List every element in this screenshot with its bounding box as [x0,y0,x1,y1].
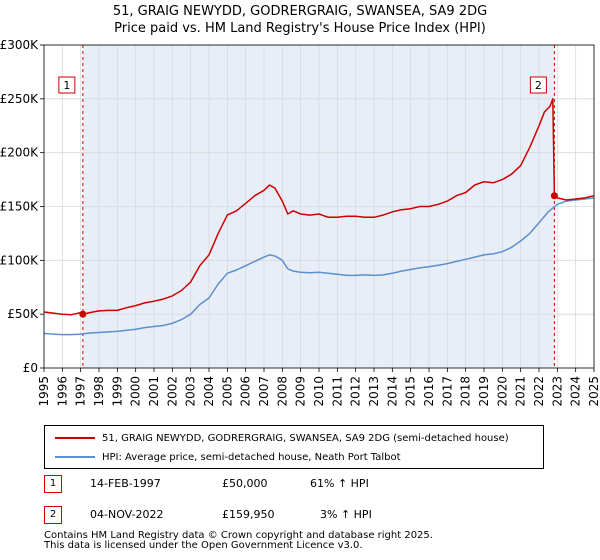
x-tick-label: 1998 [92,376,106,407]
x-tick-label: 2005 [220,376,234,407]
x-tick-label: 1996 [55,376,69,407]
sale-annotation-box [529,76,547,94]
y-axis: £0 £50K £100K £150K £200K £250K £300K [0,38,44,375]
hpi-line [43,197,595,336]
price-chart: 51, GRAIG NEWYDD, GODRERGRAIG, SWANSEA, … [0,4,600,407]
x-tick-label: 2004 [202,376,216,407]
y-tick-label: £200K [0,146,39,160]
footer: Contains HM Land Registry data © Crown c… [44,531,594,551]
sale-date: 04-NOV-2022 [90,508,164,521]
footer-line-licence: This data is licensed under the Open Gov… [44,540,363,551]
sale-marker-label: 2 [44,506,62,524]
x-tick-label: 2010 [312,376,326,407]
sale-point-2 [550,192,558,200]
x-tick-label: 2007 [257,376,271,407]
x-tick-label: 2001 [147,376,161,407]
x-tick-label: 2012 [349,376,363,407]
x-tick-label: 2011 [330,376,344,407]
sale-point-1 [79,310,87,318]
x-tick-label: 2016 [422,376,436,407]
x-tick-label: 2020 [495,376,509,407]
sale-marker-label: 1 [44,475,62,493]
legend-line-hpi [55,456,95,458]
x-tick-label: 2000 [129,376,143,407]
legend-item-property: 51, GRAIG NEWYDD, GODRERGRAIG, SWANSEA, … [55,428,509,448]
x-tick-label: 2006 [239,376,253,407]
sale-date: 14-FEB-1997 [90,477,161,490]
x-tick-label: 2013 [367,376,381,407]
sale-hpi: 61% ↑ HPI [310,477,369,490]
sale-annotation-box [58,76,76,94]
legend-label-property: 51, GRAIG NEWYDD, GODRERGRAIG, SWANSEA, … [102,432,509,444]
property-price-line [43,98,595,316]
y-tick-label: £250K [0,92,39,106]
legend: 51, GRAIG NEWYDD, GODRERGRAIG, SWANSEA, … [44,425,544,469]
chart-title: 51, GRAIG NEWYDD, GODRERGRAIG, SWANSEA, … [113,4,487,19]
x-tick-label: 1997 [74,376,88,407]
x-tick-label: 2002 [165,376,179,407]
x-axis: 1995 1996 1997 1998 1999 2000 2001 2002 2003 2004… [37,368,600,407]
x-tick-label: 2022 [532,376,546,407]
x-tick-label: 2008 [275,376,289,407]
x-tick-label: 2025 [587,376,600,407]
x-tick-label: 2019 [477,376,491,407]
x-tick-label: 2018 [459,376,473,407]
legend-label-hpi: HPI: Average price, semi-detached house,… [102,451,401,463]
sale-annotation-label: 1 [63,79,70,92]
y-tick-label: £100K [0,253,39,267]
x-tick-label: 2021 [514,376,528,407]
x-tick-label: 2023 [550,376,564,407]
x-tick-label: 2024 [569,376,583,407]
chart-subtitle: Price paid vs. HM Land Registry's House … [114,21,486,36]
x-tick-label: 2014 [385,376,399,407]
x-tick-label: 2017 [440,376,454,407]
legend-item-hpi: HPI: Average price, semi-detached house,… [55,447,401,467]
footer-line-copyright: Contains HM Land Registry data © Crown c… [44,530,433,541]
y-tick-label: £150K [0,200,39,214]
sale-price: £50,000 [222,477,268,490]
y-tick-label: £0 [23,361,38,375]
legend-line-property [55,437,95,439]
sale-annotation-1: 1 [58,76,76,94]
sale-annotation-label: 2 [535,79,542,92]
sale-hpi: 3% ↑ HPI [320,508,372,521]
x-tick-label: 2003 [184,376,198,407]
sale-annotation-2: 2 [529,76,547,94]
x-tick-label: 2009 [294,376,308,407]
y-tick-label: £300K [0,38,39,52]
y-tick-label: £50K [7,307,39,321]
sale-price: £159,950 [222,508,275,521]
x-tick-label: 1995 [37,376,51,407]
x-tick-label: 2015 [404,376,418,407]
x-tick-label: 1999 [110,376,124,407]
